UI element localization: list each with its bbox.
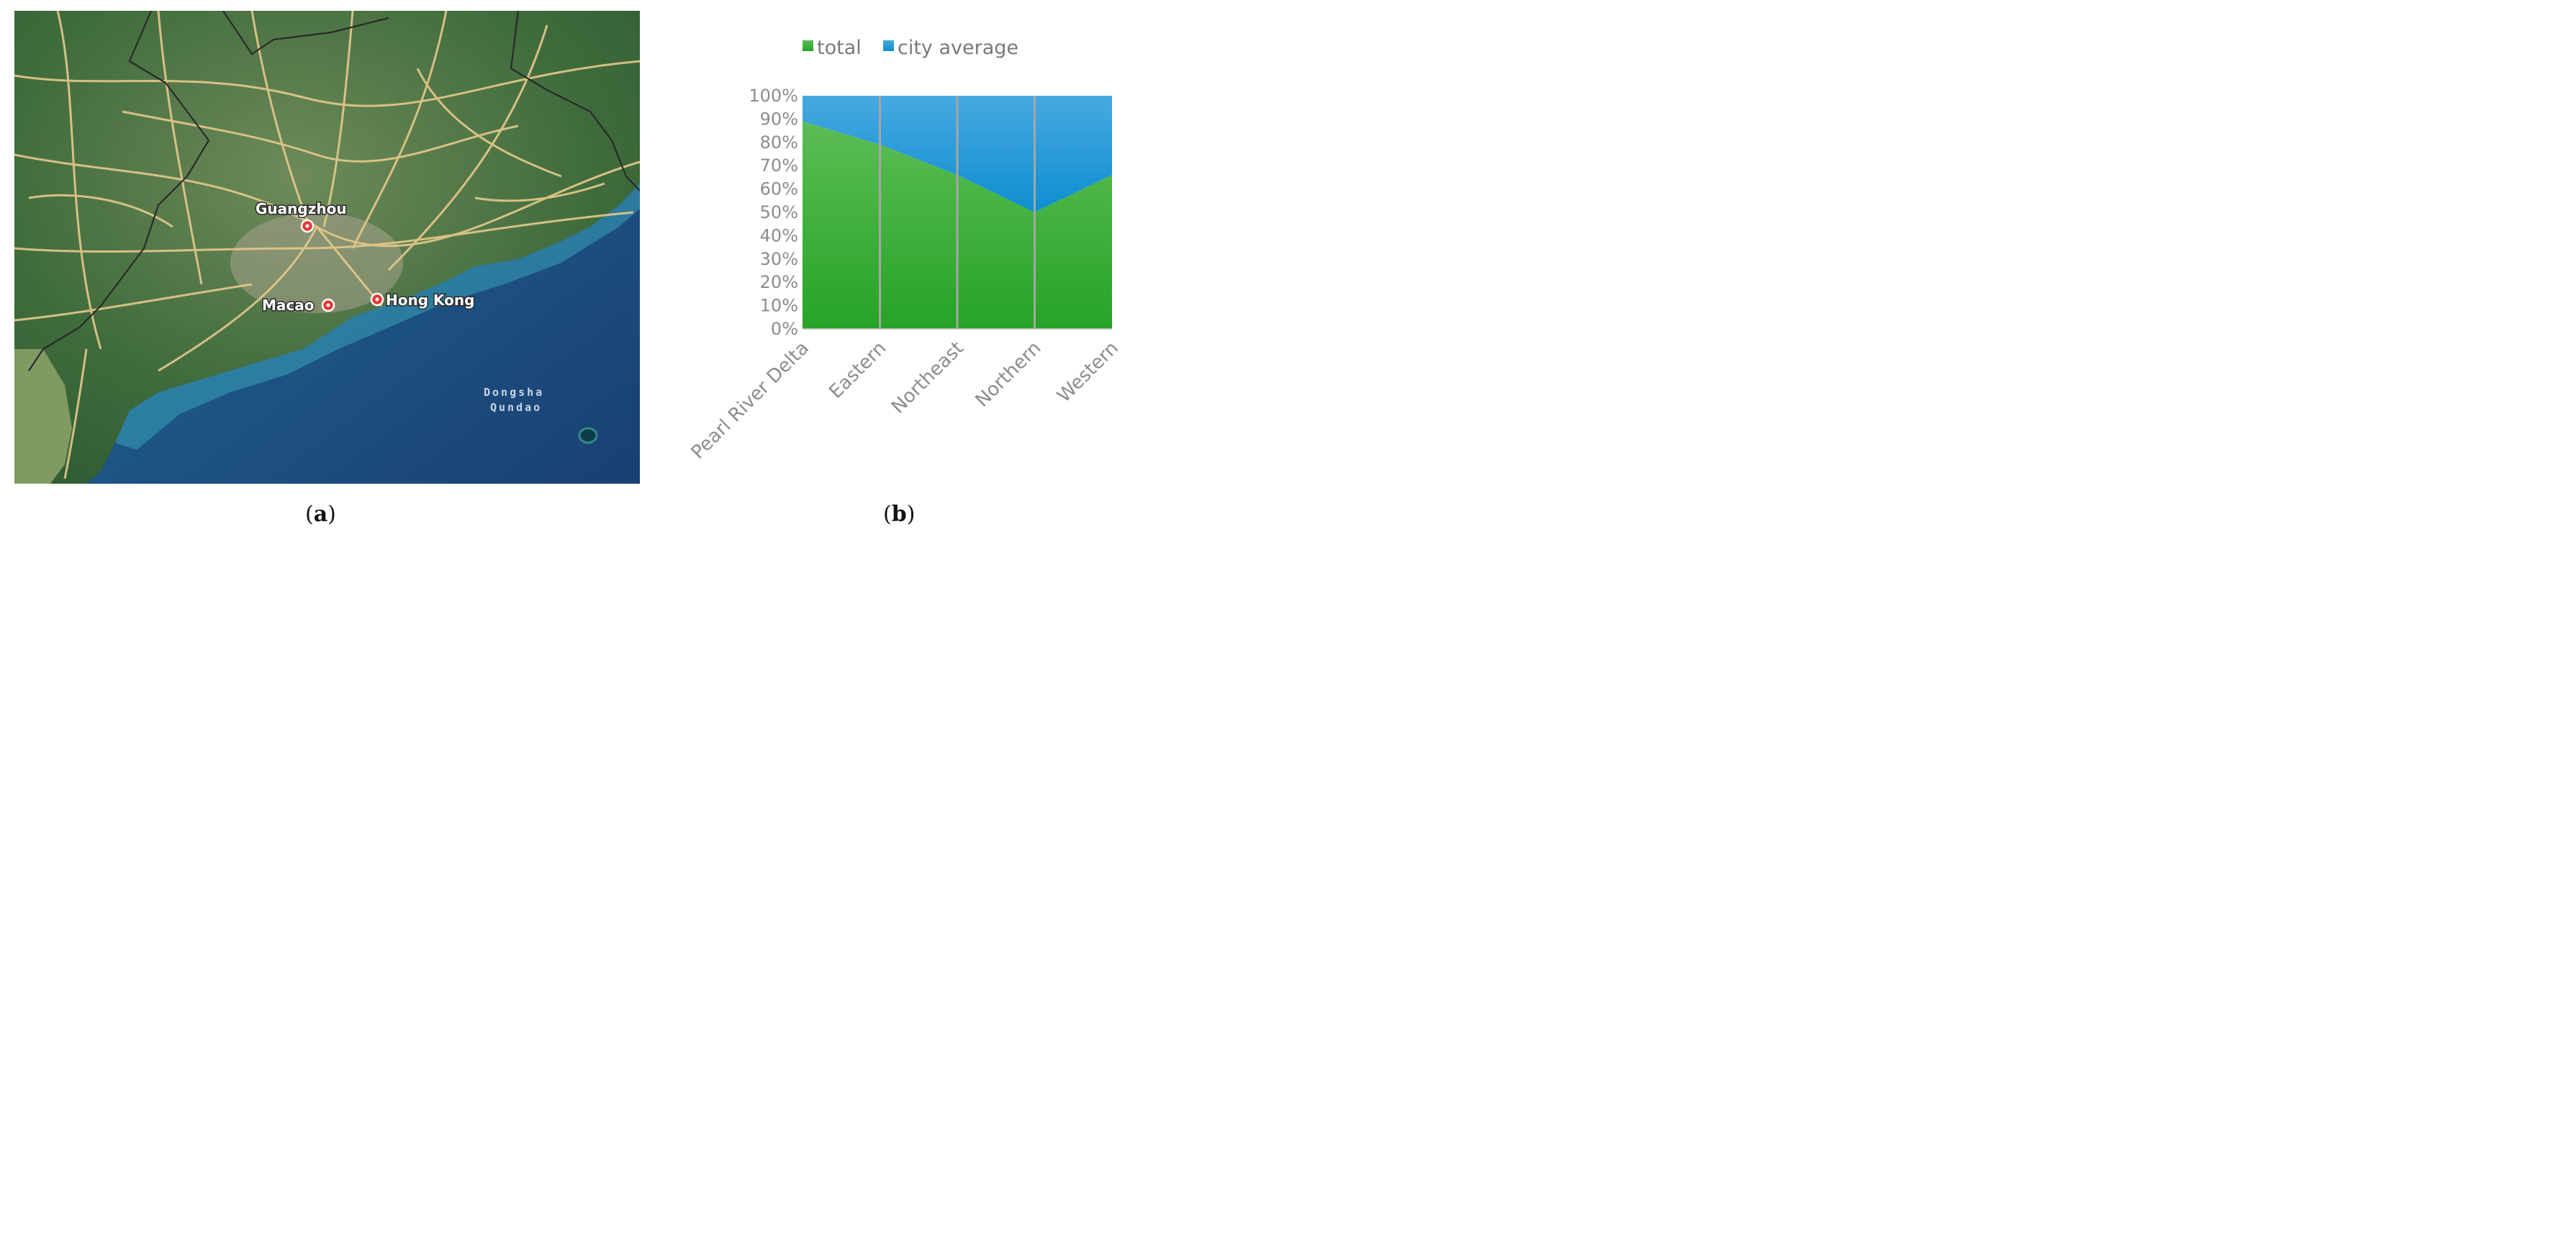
legend-swatch-total [803,40,813,51]
caption-b-open: ( [883,502,892,527]
stacked-area-chart: total city average 0% 10% 20% 30% 40% 50% 60% 7… [687,37,1123,464]
y-tick-label: 60% [760,179,798,199]
legend-swatch-city-average [883,40,894,51]
island-label-line1: Dongsha [484,386,544,399]
y-tick-label: 40% [760,225,798,245]
y-tick-label: 30% [760,249,798,269]
y-tick-label: 10% [760,296,798,316]
y-tick-label: 0% [771,319,798,339]
legend-label-city-average: city average [898,37,1018,59]
guangzhou-marker [300,219,315,233]
chart-legend: total city average [803,37,1018,59]
macao-label: Macao [262,297,315,314]
hong-kong-label: Hong Kong [386,292,474,309]
x-category-label: Northern [972,338,1046,412]
y-tick-label: 90% [760,109,798,129]
road-network [14,11,640,479]
x-category-label: Western [1053,338,1123,407]
border-lines [28,11,640,371]
hong-kong-marker [370,292,384,307]
y-tick-label: 70% [760,155,798,176]
satellite-map: Guangzhou Macao Hong Kong Dongsha Qundao [14,11,640,484]
macao-marker [321,298,335,312]
legend-label-total: total [817,37,862,59]
peninsula [14,349,72,484]
x-category-label: Pearl River Delta [687,338,813,464]
caption-a-open: ( [305,502,314,527]
urban-area [230,212,403,313]
caption-a-close: ) [327,502,336,527]
island-shape [578,427,598,444]
x-category-label: Eastern [825,338,890,403]
coastal-shallows [115,184,640,450]
x-category-label: Northeast [887,338,968,418]
y-tick-label: 50% [760,202,798,222]
plot-area [803,96,1112,330]
map-panel: Guangzhou Macao Hong Kong Dongsha Qundao [14,11,640,484]
y-tick-label: 80% [760,132,798,153]
caption-b-close: ) [906,502,916,527]
island-label-line2: Qundao [490,401,542,414]
caption-a: (a) [305,502,336,527]
y-tick-label: 20% [760,272,798,292]
caption-b-letter: b [891,502,907,527]
caption-a-letter: a [313,502,328,527]
y-axis: 0% 10% 20% 30% 40% 50% 60% 70%80% 90% 100% [749,86,798,339]
caption-b: (b) [883,502,915,527]
guangzhou-label: Guangzhou [256,200,347,217]
y-tick-label: 100% [749,86,798,106]
